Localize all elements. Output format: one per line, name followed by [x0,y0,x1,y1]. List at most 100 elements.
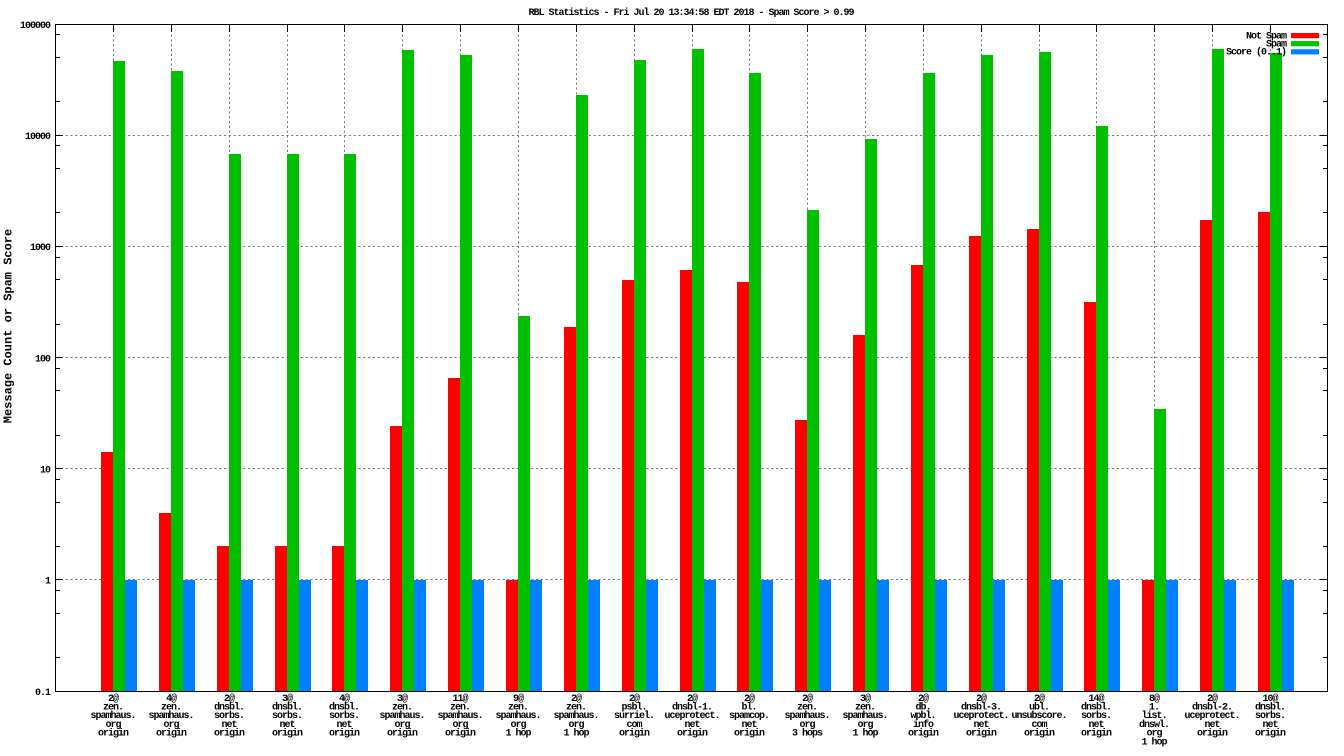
svg-text:1 hop: 1 hop [563,728,589,740]
svg-text:origin: origin [1197,728,1228,740]
svg-text:org: org [105,720,121,731]
svg-text:net: net [1262,720,1278,731]
svg-text:3@: 3@ [397,693,408,705]
svg-text:uceprotect.: uceprotect. [953,711,1008,722]
svg-text:zen.: zen. [508,703,528,714]
svg-text:zen.: zen. [797,703,817,714]
svg-text:origin: origin [619,728,650,740]
svg-text:11@: 11@ [452,693,468,705]
svg-text:1: 1 [45,577,51,588]
svg-text:RBL Statistics - Fri Jul 20 13: RBL Statistics - Fri Jul 20 13:34:58 EDT… [528,7,854,19]
svg-text:zen.: zen. [566,703,586,714]
svg-text:info: info [913,719,934,731]
svg-text:org: org [857,720,873,731]
svg-text:8@: 8@ [1149,693,1160,705]
svg-text:uceprotect.: uceprotect. [1184,711,1239,722]
svg-text:origin: origin [966,728,997,740]
svg-text:3@: 3@ [860,693,871,705]
svg-text:zen.: zen. [450,703,470,714]
svg-text:2@: 2@ [108,693,119,705]
svg-text:1 hop: 1 hop [505,728,531,740]
svg-text:bl.: bl. [741,702,756,714]
svg-text:2@: 2@ [1034,693,1045,705]
svg-text:2@: 2@ [744,693,755,705]
svg-text:1.: 1. [1149,703,1159,714]
svg-text:spamhaus.: spamhaus. [90,710,135,722]
svg-text:spamcop.: spamcop. [729,711,769,722]
svg-text:spamhaus.: spamhaus. [784,710,829,722]
svg-text:origin: origin [677,728,708,740]
svg-text:origin: origin [1024,728,1055,740]
svg-text:origin: origin [329,728,360,740]
svg-text:sorbs.: sorbs. [272,710,302,722]
svg-text:spamhaus.: spamhaus. [379,710,424,722]
svg-text:zen.: zen. [103,703,123,714]
svg-text:10: 10 [40,466,51,477]
svg-text:net: net [973,720,989,731]
svg-text:org: org [568,720,584,731]
svg-text:2@: 2@ [687,693,698,705]
svg-text:2@: 2@ [802,693,813,705]
svg-text:dnsbl.: dnsbl. [214,702,244,714]
svg-text:org: org [452,720,468,731]
svg-text:org: org [510,720,526,731]
svg-text:origin: origin [1081,728,1112,740]
svg-text:sorbs.: sorbs. [214,710,244,722]
svg-text:list.: list. [1141,710,1166,722]
svg-text:org: org [163,720,179,731]
svg-text:origin: origin [272,728,303,740]
svg-text:net: net [741,720,757,731]
svg-text:wpbl.: wpbl. [910,710,935,722]
svg-text:unsubscore.: unsubscore. [1011,710,1066,722]
svg-text:dnsbl-2.: dnsbl-2. [1192,702,1232,714]
svg-text:2@: 2@ [224,693,235,705]
svg-text:origin: origin [156,728,187,740]
svg-text:Not Spam: Not Spam [1246,31,1287,42]
svg-text:10@: 10@ [1262,693,1278,705]
svg-text:origin: origin [908,728,939,740]
svg-text:dnsbl.: dnsbl. [272,702,302,714]
svg-text:com: com [1031,720,1047,731]
svg-text:1000: 1000 [30,243,51,254]
svg-text:spamhaus.: spamhaus. [842,710,887,722]
svg-text:0.1: 0.1 [35,688,51,699]
svg-text:net: net [684,720,700,731]
svg-text:4@: 4@ [339,693,350,705]
svg-text:dnsbl.: dnsbl. [1081,702,1111,714]
svg-text:3 hops: 3 hops [792,728,823,740]
svg-text:dnsbl-3.: dnsbl-3. [961,702,1001,714]
svg-text:1 hop: 1 hop [852,728,878,740]
svg-text:dnsbl.: dnsbl. [329,702,359,714]
svg-text:net: net [1088,720,1104,731]
svg-text:net: net [336,720,352,731]
svg-text:2@: 2@ [571,693,582,705]
svg-text:9@: 9@ [513,693,524,705]
svg-text:Spam: Spam [1266,40,1287,51]
svg-text:dnsbl.: dnsbl. [1255,702,1285,714]
svg-text:sorbs.: sorbs. [1255,710,1285,722]
svg-text:net: net [1204,720,1220,731]
svg-text:net: net [279,720,295,731]
svg-text:origin: origin [98,728,129,740]
svg-text:ubl.: ubl. [1029,702,1049,714]
svg-text:org: org [799,720,815,731]
svg-text:zen.: zen. [855,703,875,714]
svg-text:sorbs.: sorbs. [329,710,359,722]
svg-text:100: 100 [35,354,51,365]
svg-text:2@: 2@ [1207,693,1218,705]
svg-text:100000: 100000 [20,21,51,32]
svg-text:origin: origin [1255,728,1286,740]
svg-text:Score (0..1): Score (0..1) [1226,47,1286,59]
svg-text:zen.: zen. [161,703,181,714]
svg-text:2@: 2@ [629,693,640,705]
svg-text:origin: origin [734,728,765,740]
svg-text:dnswl.: dnswl. [1139,719,1169,731]
svg-text:net: net [221,720,237,731]
svg-text:3@: 3@ [282,693,293,705]
svg-text:spamhaus.: spamhaus. [437,710,482,722]
svg-text:db.: db. [915,702,930,714]
svg-text:zen.: zen. [392,703,412,714]
svg-text:Message Count or Spam Score: Message Count or Spam Score [2,229,16,423]
svg-text:2@: 2@ [976,693,987,705]
svg-text:4@: 4@ [166,693,177,705]
